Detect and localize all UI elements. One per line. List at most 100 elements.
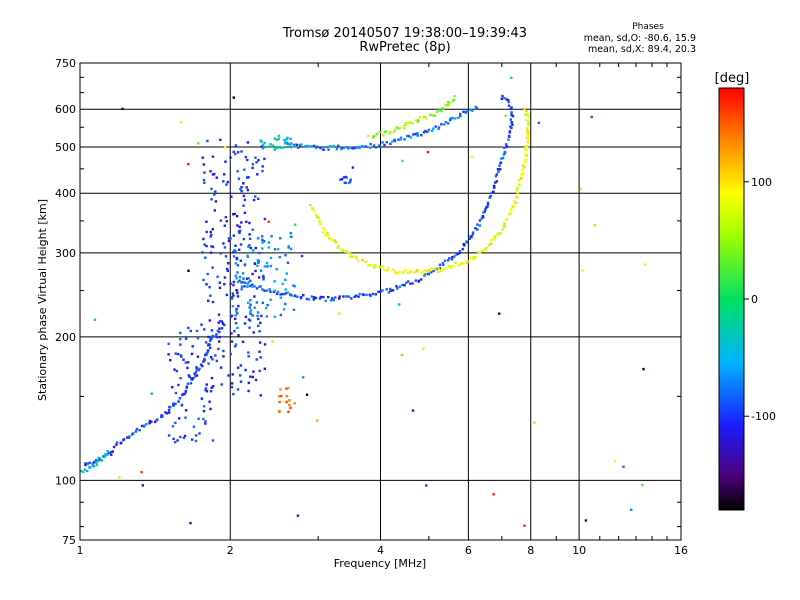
data-point xyxy=(206,351,209,354)
data-point xyxy=(450,258,454,261)
data-point xyxy=(318,222,322,226)
data-point xyxy=(383,269,386,272)
data-point xyxy=(242,182,245,185)
data-point xyxy=(292,284,295,287)
data-point xyxy=(254,195,257,198)
data-point xyxy=(525,136,528,139)
data-point xyxy=(507,99,510,102)
data-point xyxy=(324,299,327,303)
data-point xyxy=(249,309,252,312)
data-point xyxy=(267,246,270,249)
data-point xyxy=(379,290,382,293)
data-point xyxy=(226,269,229,273)
data-point xyxy=(261,288,264,291)
data-point xyxy=(275,268,278,271)
data-point xyxy=(145,422,148,426)
data-point xyxy=(268,288,271,291)
data-point xyxy=(202,417,205,421)
data-point xyxy=(344,295,348,298)
data-point xyxy=(495,173,498,176)
data-point xyxy=(456,252,460,256)
data-point xyxy=(229,352,232,356)
data-point xyxy=(247,351,250,354)
data-point xyxy=(492,184,496,188)
data-point xyxy=(257,261,260,264)
data-point xyxy=(93,318,97,321)
data-point xyxy=(404,122,407,125)
data-point xyxy=(305,393,309,396)
data-point xyxy=(285,137,288,141)
data-point xyxy=(234,262,237,265)
data-point xyxy=(188,375,191,378)
data-point xyxy=(231,373,234,376)
data-point xyxy=(447,122,450,125)
data-point xyxy=(210,245,213,248)
data-point xyxy=(263,141,266,145)
x-tick-label: 4 xyxy=(377,544,384,557)
data-point xyxy=(232,234,235,237)
data-point xyxy=(257,159,260,162)
data-point xyxy=(209,337,212,340)
data-point xyxy=(194,371,198,374)
data-point xyxy=(487,243,491,247)
data-point xyxy=(214,190,217,193)
data-point xyxy=(230,332,233,335)
data-point xyxy=(254,269,257,273)
data-point xyxy=(524,119,528,122)
data-point xyxy=(100,459,103,462)
data-point xyxy=(207,335,210,339)
data-point xyxy=(497,170,500,173)
data-point xyxy=(222,355,225,358)
data-point xyxy=(256,237,260,240)
data-point xyxy=(338,295,341,298)
data-point xyxy=(98,458,101,462)
data-point xyxy=(403,124,407,127)
data-point xyxy=(143,425,146,428)
data-point xyxy=(269,264,273,268)
data-point xyxy=(493,235,496,238)
data-point xyxy=(509,125,512,128)
data-point xyxy=(448,118,452,122)
data-point xyxy=(165,412,169,415)
data-point xyxy=(223,146,227,149)
data-point xyxy=(411,122,414,125)
data-point xyxy=(249,319,252,322)
data-point xyxy=(385,140,388,144)
data-point xyxy=(319,146,322,150)
data-point xyxy=(231,292,234,295)
data-point xyxy=(115,443,118,446)
data-point xyxy=(199,363,203,366)
data-point xyxy=(486,201,490,204)
data-point xyxy=(451,100,454,103)
data-point xyxy=(222,349,225,353)
data-point xyxy=(197,417,200,420)
data-point xyxy=(278,400,281,404)
data-point xyxy=(284,288,287,291)
data-point xyxy=(414,119,418,122)
data-point xyxy=(351,166,355,169)
data-point xyxy=(82,470,85,474)
data-point xyxy=(351,255,354,258)
data-point xyxy=(227,239,231,243)
data-point xyxy=(499,168,502,171)
data-point xyxy=(374,263,377,267)
data-point xyxy=(86,469,89,473)
data-point xyxy=(209,251,213,254)
data-point xyxy=(362,293,365,297)
data-point xyxy=(279,313,282,317)
data-point xyxy=(182,436,186,439)
data-point xyxy=(240,281,243,284)
data-point xyxy=(292,308,296,311)
data-point xyxy=(240,186,243,189)
data-point xyxy=(485,246,488,250)
data-point xyxy=(507,104,511,107)
data-point xyxy=(234,317,237,321)
data-point xyxy=(643,263,647,266)
data-point xyxy=(416,269,419,272)
data-point xyxy=(521,171,525,174)
data-point xyxy=(134,430,138,433)
data-point xyxy=(289,235,293,239)
data-point xyxy=(414,279,417,282)
data-point xyxy=(427,272,430,276)
data-point xyxy=(420,134,423,137)
